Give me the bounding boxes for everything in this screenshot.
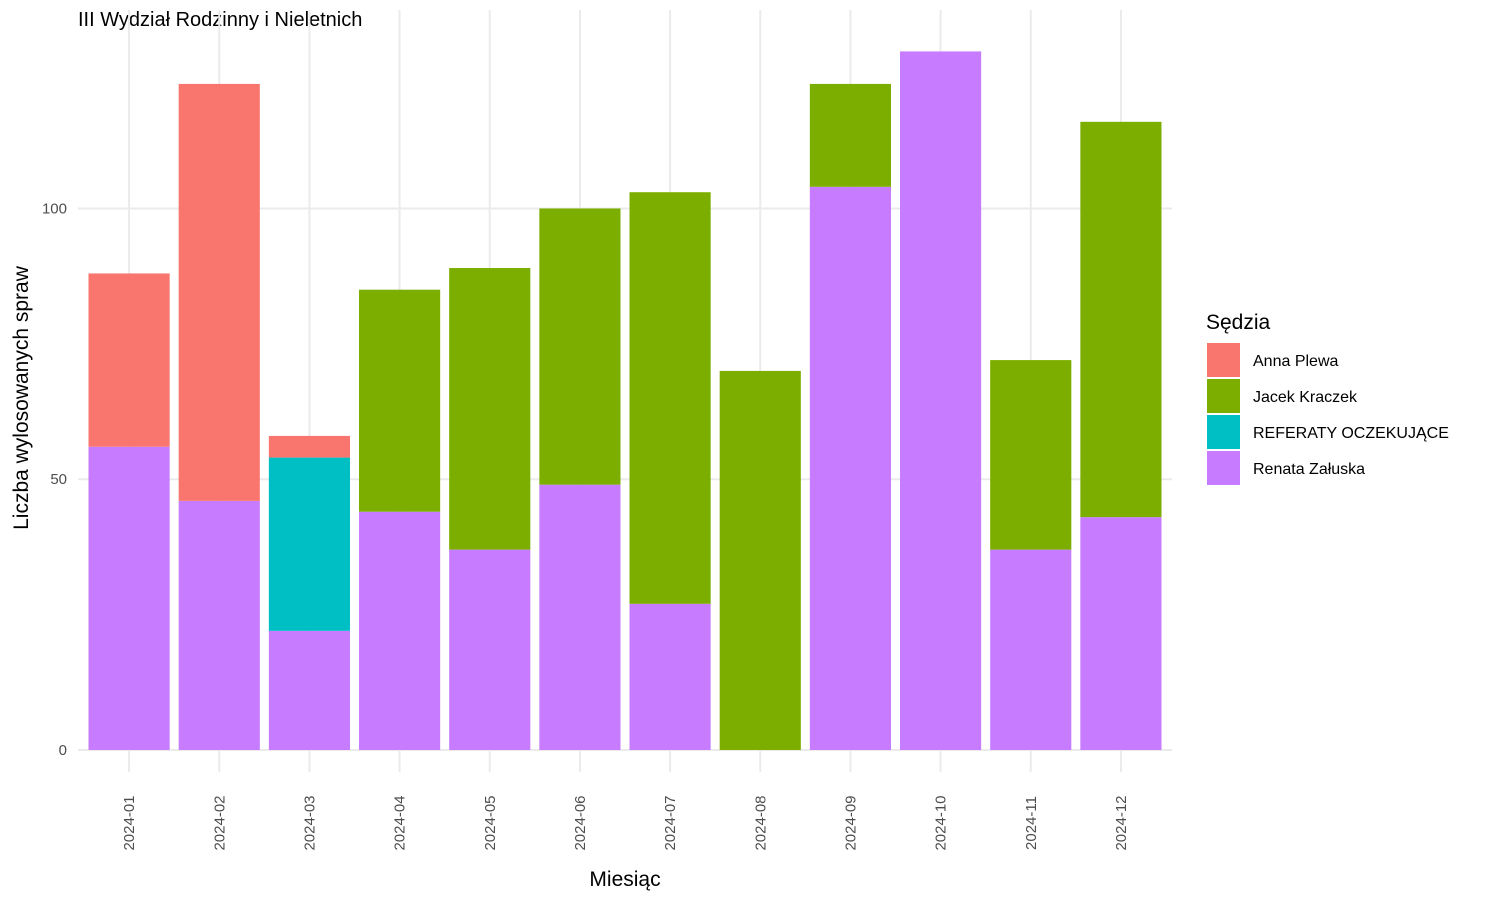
legend-label: REFERATY OCZEKUJĄCE: [1253, 425, 1449, 442]
x-tick-label: 2024-11: [1023, 796, 1040, 850]
bar-segment-jacek-kraczek: [449, 268, 531, 550]
x-tick-label: 2024-09: [842, 795, 859, 850]
legend-key: [1207, 379, 1240, 413]
x-axis-ticks: 2024-01 2024-02 2024-03 2024-04 2024-05 2024-…: [121, 795, 1130, 850]
x-tick-label: 2024-08: [752, 795, 769, 850]
x-tick-label: 2024-12: [1113, 795, 1130, 850]
x-tick-label: 2024-02: [211, 795, 228, 850]
x-tick-label: 2024-07: [662, 795, 679, 850]
bar-segment-jacek-kraczek: [990, 360, 1072, 550]
legend: Sędzia Anna Plewa Jacek Kraczek REFERATY O…: [1206, 311, 1449, 485]
y-tick-label: 0: [59, 742, 67, 759]
bar-segment-renata-za-uska: [359, 511, 441, 750]
bar-segment-jacek-kraczek: [629, 192, 711, 604]
y-axis-title: Liczba wylosowanych spraw: [10, 265, 33, 530]
x-tick-label: 2024-01: [121, 795, 138, 850]
bar-segment-renata-za-uska: [990, 549, 1072, 750]
x-tick-label: 2024-04: [392, 795, 409, 850]
bar-segment-renata-za-uska: [539, 484, 621, 750]
bars: [88, 51, 1162, 751]
bar-segment-renata-za-uska: [178, 500, 260, 750]
x-tick-label: 2024-06: [572, 795, 589, 850]
bar-segment-jacek-kraczek: [539, 208, 621, 485]
bar-segment-renata-za-uska: [1080, 517, 1162, 750]
bar-segment-jacek-kraczek: [719, 370, 801, 750]
legend-key: [1207, 415, 1240, 449]
legend-key: [1207, 451, 1240, 485]
bar-segment-anna-plewa: [268, 435, 350, 458]
bar-segment-renata-za-uska: [900, 51, 982, 750]
bar-segment-renata-za-uska: [449, 549, 531, 750]
x-tick-label: 2024-05: [482, 795, 499, 850]
y-axis-ticks: 0 50 100: [42, 200, 67, 759]
x-tick-label: 2024-03: [301, 795, 318, 850]
bar-segment-renata-za-uska: [88, 446, 170, 750]
bar-segment-referaty-oczekuj-ce: [268, 457, 350, 631]
bar-segment-jacek-kraczek: [1080, 121, 1162, 518]
legend-label: Jacek Kraczek: [1253, 389, 1358, 406]
bar-segment-renata-za-uska: [809, 186, 891, 751]
bar-segment-renata-za-uska: [629, 603, 711, 750]
legend-title: Sędzia: [1206, 311, 1271, 334]
bar-segment-renata-za-uska: [268, 630, 350, 750]
legend-label: Renata Załuska: [1253, 461, 1365, 478]
bar-segment-jacek-kraczek: [359, 289, 441, 512]
y-tick-label: 50: [50, 471, 67, 488]
x-axis-title: Miesiąc: [589, 868, 660, 891]
bar-segment-jacek-kraczek: [809, 83, 891, 187]
x-tick-label: 2024-10: [933, 795, 950, 850]
bar-segment-anna-plewa: [178, 83, 260, 501]
legend-label: Anna Plewa: [1253, 353, 1338, 370]
legend-key: [1207, 343, 1240, 377]
bar-segment-anna-plewa: [88, 273, 170, 447]
y-tick-label: 100: [42, 200, 67, 217]
